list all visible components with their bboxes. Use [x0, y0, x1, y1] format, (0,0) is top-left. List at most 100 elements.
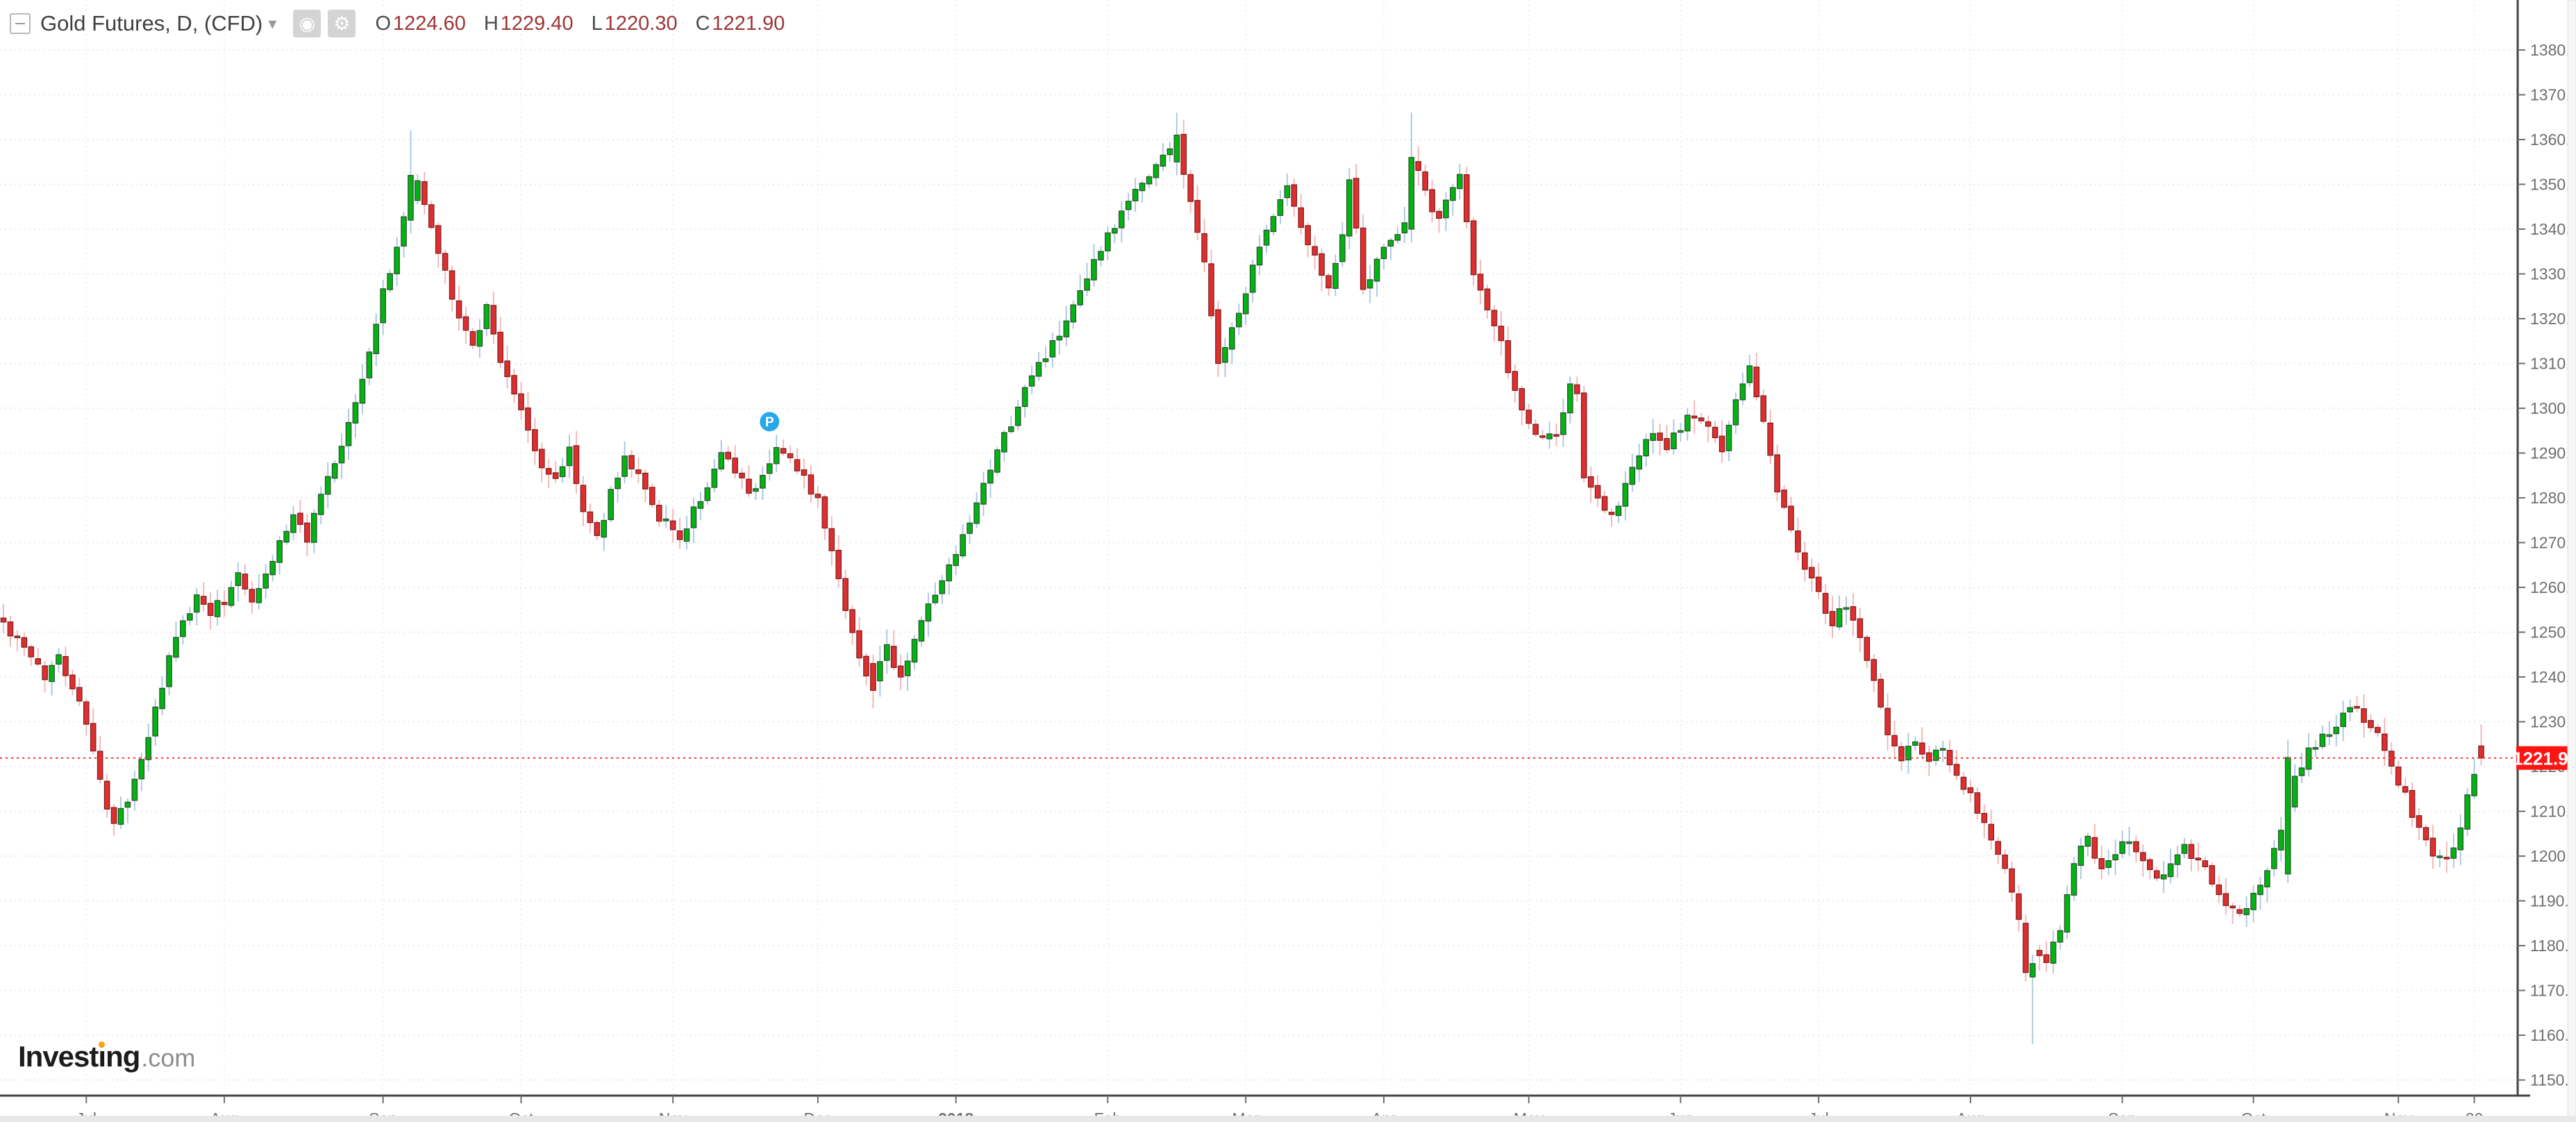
candle[interactable]: [573, 445, 580, 485]
candle[interactable]: [331, 463, 338, 479]
candle[interactable]: [877, 661, 883, 682]
candle[interactable]: [1601, 496, 1608, 511]
candle[interactable]: [2257, 885, 2264, 896]
candle[interactable]: [2016, 893, 2022, 920]
candle[interactable]: [1643, 439, 1650, 457]
candle[interactable]: [1098, 251, 1104, 261]
candle[interactable]: [580, 485, 587, 512]
candle[interactable]: [1974, 792, 1981, 814]
candle[interactable]: [760, 475, 766, 489]
candle[interactable]: [1629, 467, 1636, 485]
candle[interactable]: [435, 225, 442, 254]
candle[interactable]: [490, 305, 497, 335]
candle[interactable]: [2236, 909, 2243, 914]
candle[interactable]: [1539, 435, 1546, 438]
candle[interactable]: [1077, 290, 1083, 305]
candle[interactable]: [214, 600, 221, 617]
candle[interactable]: [655, 505, 662, 522]
candle[interactable]: [2319, 733, 2326, 747]
candle[interactable]: [1001, 432, 1007, 453]
vertical-scrollbar[interactable]: [2567, 0, 2576, 1122]
horizontal-scrollbar[interactable]: [0, 1116, 2576, 1122]
candle[interactable]: [2429, 837, 2436, 857]
candle[interactable]: [1657, 433, 1663, 441]
candle[interactable]: [249, 589, 256, 603]
candle[interactable]: [1546, 433, 1553, 439]
candle[interactable]: [194, 594, 200, 613]
candle[interactable]: [1684, 415, 1691, 432]
candle[interactable]: [1021, 387, 1028, 408]
candle[interactable]: [2084, 835, 2091, 847]
candle[interactable]: [690, 506, 697, 528]
candle[interactable]: [946, 564, 953, 582]
candle[interactable]: [1919, 742, 1925, 755]
candle[interactable]: [1967, 787, 1974, 794]
candle[interactable]: [2471, 773, 2477, 796]
candle[interactable]: [442, 253, 449, 271]
candle[interactable]: [614, 478, 621, 489]
candle[interactable]: [608, 489, 614, 521]
candle[interactable]: [97, 751, 103, 780]
candle[interactable]: [1574, 384, 1580, 394]
candle[interactable]: [2167, 863, 2174, 878]
candle[interactable]: [1153, 164, 1160, 178]
candle[interactable]: [628, 455, 635, 469]
candle[interactable]: [1843, 607, 1850, 610]
candle[interactable]: [1477, 274, 1484, 291]
candle[interactable]: [2264, 870, 2270, 888]
candle[interactable]: [324, 476, 331, 495]
candle[interactable]: [152, 706, 158, 737]
candle[interactable]: [2023, 923, 2029, 973]
candle[interactable]: [1305, 225, 1311, 246]
candle[interactable]: [683, 528, 690, 542]
candle[interactable]: [897, 665, 904, 678]
candle[interactable]: [2340, 712, 2346, 728]
candle[interactable]: [69, 674, 76, 689]
candle[interactable]: [980, 483, 987, 505]
candle[interactable]: [1850, 606, 1857, 621]
candle[interactable]: [1815, 576, 1822, 592]
candle[interactable]: [1560, 412, 1566, 435]
candle[interactable]: [380, 288, 387, 324]
candle[interactable]: [207, 603, 214, 617]
candle[interactable]: [1836, 608, 1843, 628]
candle[interactable]: [35, 658, 42, 665]
candle[interactable]: [1498, 326, 1505, 342]
candle[interactable]: [1270, 216, 1277, 233]
candle[interactable]: [359, 378, 366, 404]
candle[interactable]: [103, 780, 110, 810]
candle[interactable]: [2464, 794, 2470, 830]
candle[interactable]: [994, 449, 1001, 473]
candle[interactable]: [7, 621, 14, 637]
candle[interactable]: [518, 393, 524, 410]
candle[interactable]: [1201, 233, 1207, 262]
candle[interactable]: [918, 620, 925, 642]
candle[interactable]: [1091, 259, 1097, 280]
candle[interactable]: [242, 573, 249, 590]
candle[interactable]: [14, 635, 21, 639]
candle[interactable]: [1877, 678, 1884, 707]
candle[interactable]: [283, 530, 290, 543]
candle[interactable]: [1767, 422, 1773, 456]
candle[interactable]: [746, 478, 752, 494]
candle[interactable]: [1671, 433, 1677, 449]
candle[interactable]: [2416, 815, 2423, 828]
candle[interactable]: [2298, 767, 2305, 776]
candle[interactable]: [594, 522, 601, 537]
candle[interactable]: [476, 330, 483, 347]
candle[interactable]: [497, 331, 503, 363]
candle[interactable]: [1705, 421, 1712, 427]
candle[interactable]: [2347, 707, 2353, 712]
candle[interactable]: [1864, 637, 1871, 661]
candle[interactable]: [345, 421, 352, 446]
candle[interactable]: [2243, 907, 2250, 915]
candle[interactable]: [697, 501, 704, 509]
candle[interactable]: [2043, 954, 2050, 964]
candle[interactable]: [235, 572, 242, 587]
candle[interactable]: [180, 620, 186, 637]
candle[interactable]: [1505, 340, 1512, 374]
candle[interactable]: [228, 587, 235, 606]
candle[interactable]: [269, 560, 276, 576]
candle[interactable]: [469, 330, 476, 346]
candle[interactable]: [1215, 309, 1221, 365]
